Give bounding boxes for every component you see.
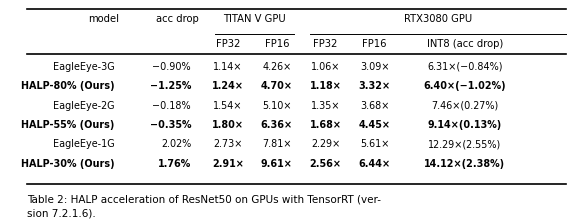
Text: HALP-30% (Ours): HALP-30% (Ours) xyxy=(22,159,115,169)
Text: FP32: FP32 xyxy=(313,39,338,49)
Text: 1.18×: 1.18× xyxy=(310,81,342,91)
Text: 2.91×: 2.91× xyxy=(212,159,244,169)
Text: 1.68×: 1.68× xyxy=(310,120,342,130)
Text: 3.68×: 3.68× xyxy=(360,101,389,111)
Text: 1.76%: 1.76% xyxy=(158,159,191,169)
Text: −1.25%: −1.25% xyxy=(150,81,191,91)
Text: EagleEye-1G: EagleEye-1G xyxy=(53,139,115,149)
Text: FP32: FP32 xyxy=(215,39,240,49)
Text: 4.70×: 4.70× xyxy=(261,81,293,91)
Text: 2.56×: 2.56× xyxy=(310,159,342,169)
Text: 6.44×: 6.44× xyxy=(359,159,391,169)
Text: HALP-55% (Ours): HALP-55% (Ours) xyxy=(22,120,115,130)
Text: acc drop: acc drop xyxy=(155,14,198,24)
Text: EagleEye-3G: EagleEye-3G xyxy=(53,62,115,72)
Text: 1.06×: 1.06× xyxy=(311,62,340,72)
Text: RTX3080 GPU: RTX3080 GPU xyxy=(404,14,472,24)
Text: INT8 (acc drop): INT8 (acc drop) xyxy=(427,39,503,49)
Text: 9.14×(0.13%): 9.14×(0.13%) xyxy=(428,120,502,130)
Text: model: model xyxy=(88,14,119,24)
Text: 6.36×: 6.36× xyxy=(261,120,293,130)
Text: HALP-80% (Ours): HALP-80% (Ours) xyxy=(22,81,115,91)
Text: 7.81×: 7.81× xyxy=(262,139,292,149)
Text: 4.26×: 4.26× xyxy=(262,62,292,72)
Text: 2.73×: 2.73× xyxy=(213,139,243,149)
Text: 2.29×: 2.29× xyxy=(311,139,340,149)
Text: 1.35×: 1.35× xyxy=(311,101,340,111)
Text: −0.35%: −0.35% xyxy=(150,120,191,130)
Text: 4.45×: 4.45× xyxy=(359,120,391,130)
Text: Table 2: HALP acceleration of ResNet50 on GPUs with TensorRT (ver-
sion 7.2.1.6): Table 2: HALP acceleration of ResNet50 o… xyxy=(27,195,381,218)
Text: 1.24×: 1.24× xyxy=(212,81,244,91)
Text: 7.46×(0.27%): 7.46×(0.27%) xyxy=(431,101,499,111)
Text: 1.14×: 1.14× xyxy=(213,62,243,72)
Text: −0.90%: −0.90% xyxy=(152,62,191,72)
Text: FP16: FP16 xyxy=(363,39,387,49)
Text: 9.61×: 9.61× xyxy=(261,159,293,169)
Text: 5.61×: 5.61× xyxy=(360,139,389,149)
Text: 3.09×: 3.09× xyxy=(360,62,389,72)
Text: 6.40×(−1.02%): 6.40×(−1.02%) xyxy=(424,81,506,91)
Text: 1.54×: 1.54× xyxy=(213,101,243,111)
Text: 1.80×: 1.80× xyxy=(212,120,244,130)
Text: 2.02%: 2.02% xyxy=(161,139,191,149)
Text: 12.29×(2.55%): 12.29×(2.55%) xyxy=(428,139,502,149)
Text: EagleEye-2G: EagleEye-2G xyxy=(54,101,115,111)
Text: TITAN V GPU: TITAN V GPU xyxy=(223,14,286,24)
Text: FP16: FP16 xyxy=(265,39,289,49)
Text: 3.32×: 3.32× xyxy=(359,81,391,91)
Text: 6.31×(−0.84%): 6.31×(−0.84%) xyxy=(427,62,503,72)
Text: −0.18%: −0.18% xyxy=(152,101,191,111)
Text: 5.10×: 5.10× xyxy=(262,101,292,111)
Text: 14.12×(2.38%): 14.12×(2.38%) xyxy=(424,159,505,169)
